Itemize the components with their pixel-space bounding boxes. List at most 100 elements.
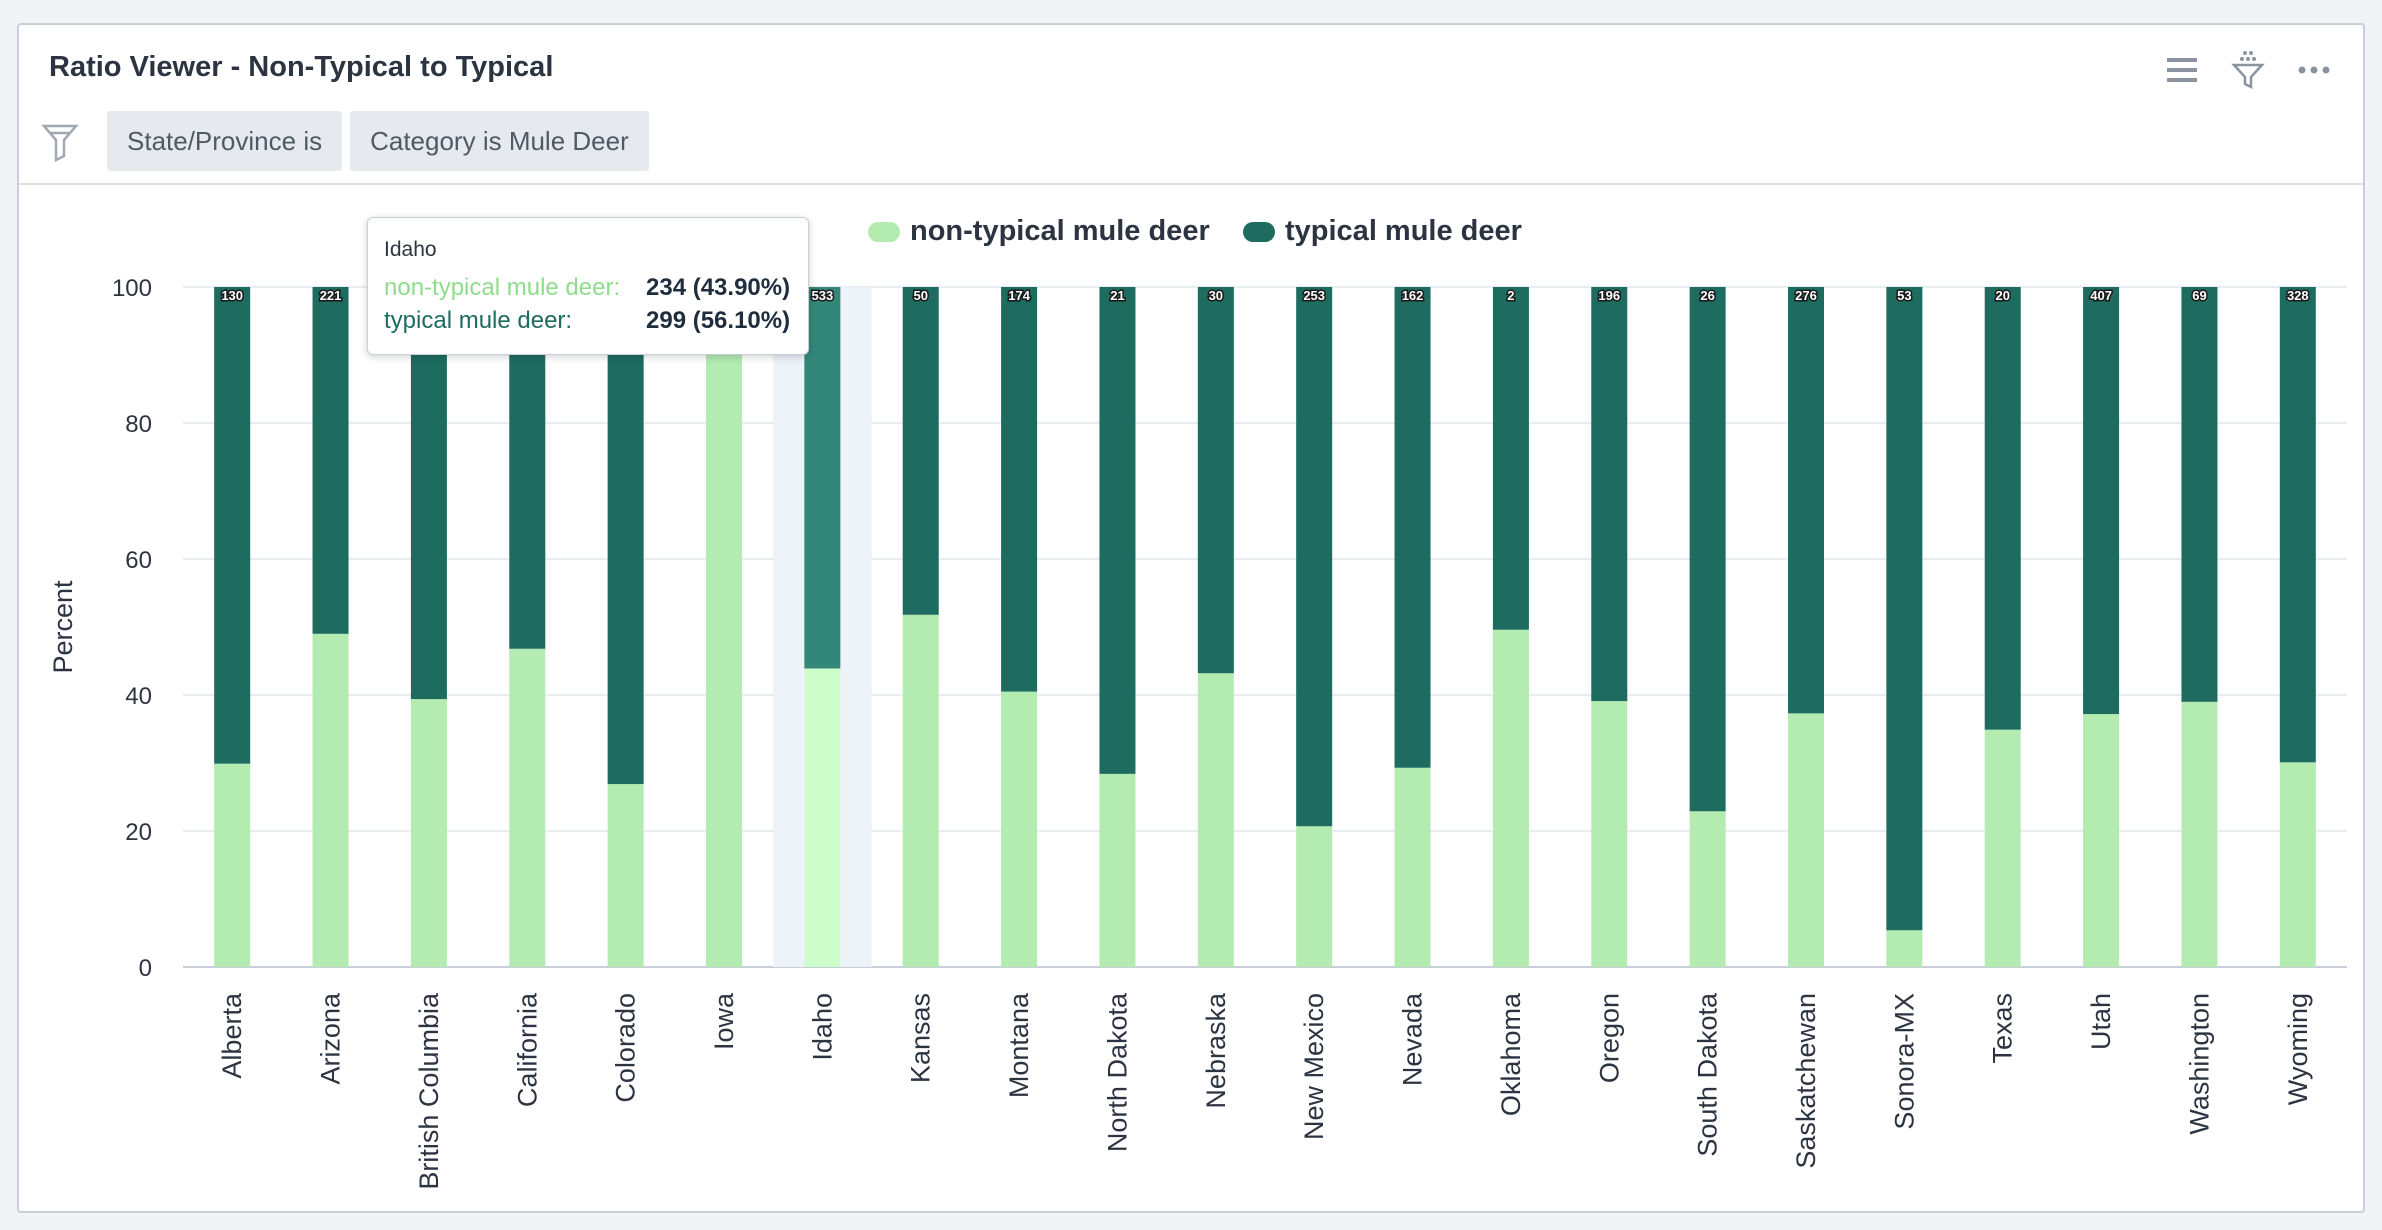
bar-non-typical	[1394, 767, 1431, 967]
bar-typical	[1492, 287, 1529, 630]
bar-typical	[410, 287, 447, 700]
bar-non-typical	[607, 784, 644, 967]
bar-typical	[1984, 287, 2021, 730]
tooltip-label: typical mule deer:	[384, 307, 573, 334]
x-tick-label: North Dakota	[1102, 992, 1132, 1152]
bar-typical	[312, 287, 349, 634]
bar-total-label: 50	[913, 288, 927, 303]
panel-title: Ratio Viewer - Non-Typical to Typical	[49, 51, 554, 83]
x-tick-label: British Columbia	[414, 992, 444, 1190]
bar-typical	[1788, 287, 1824, 714]
bar-non-typical	[804, 668, 841, 967]
x-tick-label: Saskatchewan	[1791, 993, 1821, 1169]
bar-typical	[902, 287, 939, 615]
legend-label: typical mule deer	[1285, 215, 1522, 247]
x-tick-label: Kansas	[906, 993, 936, 1083]
tooltip-title: Idaho	[384, 238, 437, 261]
bar-typical	[1886, 287, 1923, 931]
bar-typical	[2279, 287, 2316, 763]
bar-non-typical	[902, 614, 939, 967]
bar-non-typical	[312, 633, 349, 967]
bar-non-typical	[2279, 762, 2316, 967]
y-tick-label: 20	[125, 819, 152, 846]
x-tick-label: California	[512, 992, 542, 1107]
x-tick-label: Nevada	[1398, 992, 1428, 1086]
bar-total-label: 26	[1700, 288, 1714, 303]
more-options-icon[interactable]	[2295, 51, 2333, 89]
bar-total-label: 20	[1995, 288, 2009, 303]
x-tick-label: Sonora-MX	[1889, 993, 1919, 1130]
legend-label: non-typical mule deer	[910, 215, 1210, 247]
bar-non-typical	[214, 763, 251, 967]
bar-typical	[1394, 287, 1431, 768]
bar-total-label: 221	[320, 288, 342, 303]
bar-total-label: 533	[812, 288, 834, 303]
filter-icon	[41, 122, 79, 163]
x-tick-label: Arizona	[316, 992, 346, 1085]
panel-header: Ratio Viewer - Non-Typical to Typical	[19, 25, 2363, 185]
x-tick-label: Iowa	[709, 992, 739, 1050]
bar-typical	[1591, 287, 1628, 702]
legend: non-typical mule deer typical mule deer	[868, 215, 1522, 247]
bar-typical	[804, 287, 841, 669]
bar-total-label: 196	[1598, 288, 1620, 303]
tooltip-row-typical: typical mule deer: 299 (56.10%)	[384, 307, 792, 340]
legend-swatch	[1243, 222, 1275, 242]
bar-total-label: 30	[1209, 288, 1223, 303]
legend-swatch	[868, 222, 900, 242]
bar-typical	[1001, 287, 1038, 692]
x-tick-label: Washington	[2184, 993, 2214, 1135]
filter-dots-icon[interactable]	[2229, 51, 2267, 90]
bar-total-label: 2	[1507, 288, 1514, 303]
bar-total-label: 407	[2090, 288, 2112, 303]
x-tick-label: Nebraska	[1201, 992, 1231, 1109]
filter-chip-category[interactable]: Category is Mule Deer	[350, 111, 649, 171]
bar-non-typical	[1296, 826, 1333, 967]
x-axis: Alberta Arizona British Columbia California…	[217, 992, 2313, 1190]
bar-non-typical	[1788, 713, 1824, 967]
bar-total-label: 328	[2287, 288, 2309, 303]
x-tick-label: Utah	[2086, 993, 2116, 1050]
bars: 130 221 533 50 174 21 30 253 162 2 196 26 276 53 20 407…	[214, 287, 2316, 967]
bar-non-typical	[1886, 930, 1923, 967]
bar-typical	[607, 287, 644, 785]
y-tick-label: 40	[125, 683, 152, 710]
x-tick-label: Alberta	[217, 992, 247, 1079]
bar-non-typical	[1099, 773, 1136, 967]
bar-total-label: 253	[1303, 288, 1325, 303]
x-tick-label: Oklahoma	[1496, 992, 1526, 1116]
x-tick-label: South Dakota	[1693, 992, 1723, 1157]
x-tick-label: Wyoming	[2283, 993, 2313, 1105]
bar-total-label: 130	[221, 288, 243, 303]
bar-typical	[1689, 287, 1726, 812]
bar-non-typical	[1984, 729, 2021, 967]
y-tick-label: 0	[139, 955, 152, 982]
bar-non-typical	[1591, 701, 1628, 967]
bar-total-label: 21	[1110, 288, 1124, 303]
bar-non-typical	[2083, 714, 2120, 967]
bar-typical	[1296, 287, 1333, 827]
y-axis: 0 20 40 60 80 100	[112, 275, 152, 982]
y-tick-label: 100	[112, 275, 152, 302]
y-axis-label: Percent	[48, 580, 78, 674]
x-tick-label: Oregon	[1594, 993, 1624, 1083]
y-tick-label: 60	[125, 547, 152, 574]
bar-non-typical	[509, 648, 546, 967]
tooltip-value: 299 (56.10%)	[646, 307, 791, 334]
grid-lines	[183, 286, 2347, 968]
tooltip-row-non-typical: non-typical mule deer: 234 (43.90%)	[384, 274, 792, 307]
filter-bar: State/Province is Category is Mule Deer	[41, 111, 649, 171]
x-tick-label: Idaho	[807, 993, 837, 1061]
bar-typical	[1099, 287, 1136, 774]
bar-non-typical	[1001, 691, 1038, 967]
y-tick-label: 80	[125, 411, 152, 438]
bar-total-label: 276	[1795, 288, 1817, 303]
tooltip: Idaho non-typical mule deer: 234 (43.90%…	[367, 217, 809, 355]
bar-total-label: 162	[1402, 288, 1424, 303]
list-icon[interactable]	[2163, 51, 2201, 89]
filter-chip-state[interactable]: State/Province is	[107, 111, 343, 171]
bar-total-label: 69	[2192, 288, 2206, 303]
header-toolbar	[2163, 51, 2333, 90]
x-tick-label: Texas	[1988, 993, 2018, 1064]
